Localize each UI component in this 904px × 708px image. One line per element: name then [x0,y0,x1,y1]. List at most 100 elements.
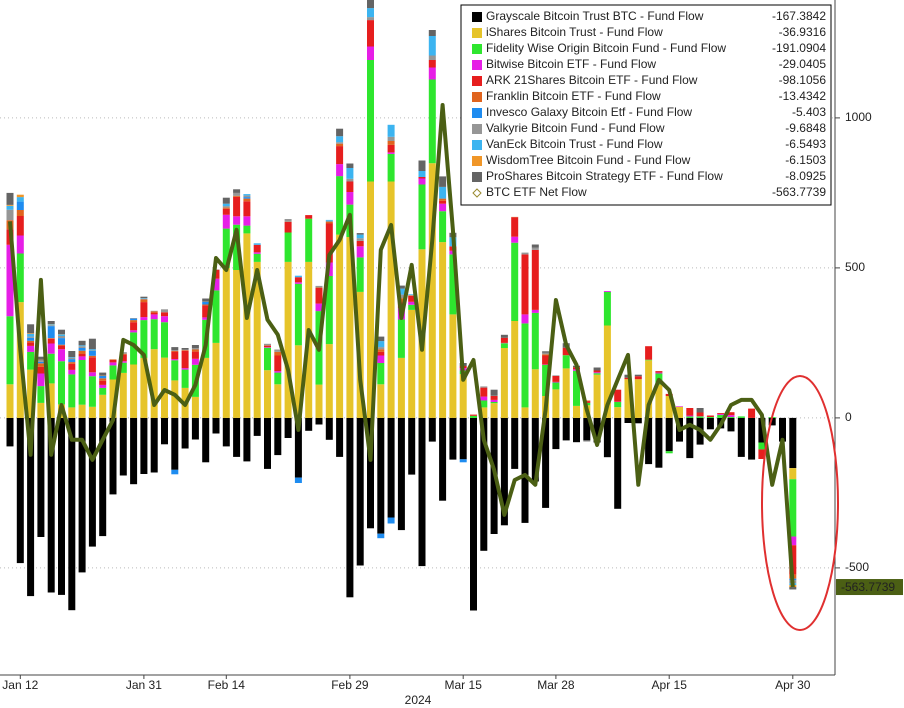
bar-segment [37,360,45,362]
bar-segment [634,379,642,418]
bar-segment [294,477,302,483]
bar-segment [233,216,241,225]
bar-segment [27,336,35,338]
bar-segment [408,294,416,296]
bar-segment [47,338,55,339]
bar-segment [665,396,673,418]
bar-segment [294,345,302,418]
bar-segment [377,533,385,539]
bar-segment [171,350,179,351]
bar-segment [521,417,529,523]
bar-segment [222,197,230,204]
bar-segment [758,449,766,459]
y-tick-label: -500 [845,560,869,574]
bar-segment [367,0,374,9]
bar-segment [99,394,107,418]
bar-segment [356,240,364,247]
legend-value: -29.0405 [779,57,827,71]
bar-segment [655,417,663,468]
bar-segment [99,384,107,388]
bar-segment [88,350,96,351]
bar-segment [325,276,333,345]
bar-segment [274,384,282,418]
bar-segment [490,389,498,396]
bar-segment [377,363,385,385]
bar-segment [243,197,251,199]
bar-segment [531,247,539,250]
bar-segment [552,381,560,383]
bar-segment [37,417,45,537]
bar-segment [294,417,302,478]
bar-segment [325,223,333,263]
bar-segment [583,400,591,402]
bar-segment [593,373,601,375]
bar-segment [305,417,313,431]
bar-segment [191,417,199,440]
bar-segment [490,399,498,402]
x-axis-label: 2024 [405,693,432,707]
legend-value: -563.7739 [772,185,826,199]
bar-segment [253,261,261,418]
bar-segment [68,357,76,360]
bar-segment [377,355,385,363]
legend-swatch [472,156,482,166]
bar-segment [367,60,374,182]
bar-segment [253,244,261,253]
bar-segment [78,340,86,346]
legend-value: -6.1503 [785,153,826,167]
bar-segment [428,79,436,164]
bar-segment [294,282,302,284]
bar-segment [408,417,416,475]
bar-segment [233,224,241,270]
bar-segment [377,417,385,534]
value-tag [836,579,903,596]
bar-segment [88,355,96,358]
legend-label: iShares Bitcoin Trust - Fund Flow [486,25,663,39]
bar-segment [552,375,560,382]
bar-segment [202,317,210,320]
bar-segment [439,417,447,501]
bar-segment [68,359,76,363]
bar-segment [243,216,251,226]
bar-segment [109,359,117,360]
bar-segment [356,234,364,239]
bar-segment [161,322,168,358]
bar-segment [346,417,354,598]
bar-segment [264,370,271,418]
bar-segment [336,136,344,143]
bar-segment [109,362,117,366]
bar-segment [150,319,158,350]
bar-segment [119,372,127,418]
bar-segment [356,246,364,258]
bar-segment [264,347,271,348]
bar-segment [222,207,230,209]
x-tick-label: Apr 15 [652,678,688,692]
bar-segment [459,459,467,463]
bar-segment [500,417,508,526]
x-tick-label: Mar 15 [445,678,483,692]
bar-segment [696,412,704,417]
bar-segment [500,337,508,343]
bar-segment [78,417,86,573]
bar-segment [58,334,65,336]
bar-segment [294,275,302,278]
bar-segment [439,211,447,243]
bar-segment [500,343,508,348]
bar-segment [202,305,210,318]
bar-segment [418,171,426,177]
bar-segment [171,380,179,418]
bar-segment [583,417,591,441]
legend-swatch [472,12,482,22]
bar-segment [16,417,24,564]
bar-segment [459,417,467,460]
legend-swatch [472,140,482,150]
bar-segment [758,417,766,443]
bar-segment [37,366,45,374]
bar-segment [150,314,158,320]
legend-label: Grayscale Bitcoin Trust BTC - Fund Flow [486,9,704,23]
bar-segment [676,406,683,418]
bar-segment [480,386,488,388]
bar-segment [140,302,148,318]
bar-segment [480,387,488,397]
bar-segment [408,304,416,310]
